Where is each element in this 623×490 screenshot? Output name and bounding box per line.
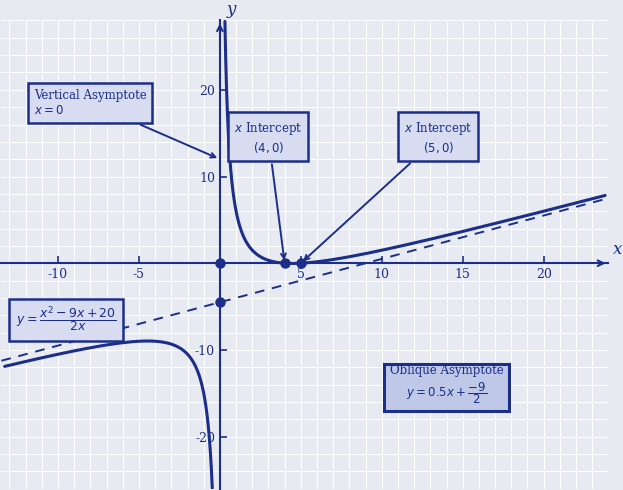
Text: $x$ Intercept
$( 4 , 0 )$: $x$ Intercept $( 4 , 0 )$ [234, 121, 303, 258]
Text: Oblique Asymptote
$y = 0.5x + \dfrac{-9}{2}$: Oblique Asymptote $y = 0.5x + \dfrac{-9}… [389, 364, 503, 406]
Text: $x$ Intercept
$( 5 , 0 )$: $x$ Intercept $( 5 , 0 )$ [305, 121, 472, 260]
Text: y: y [226, 1, 235, 18]
Text: Vertical Asymptote
$x = 0$: Vertical Asymptote $x = 0$ [34, 89, 216, 157]
Text: x: x [613, 241, 622, 258]
Text: $y = \dfrac{x^2 - 9x + 20}{2x}$: $y = \dfrac{x^2 - 9x + 20}{2x}$ [16, 305, 117, 334]
